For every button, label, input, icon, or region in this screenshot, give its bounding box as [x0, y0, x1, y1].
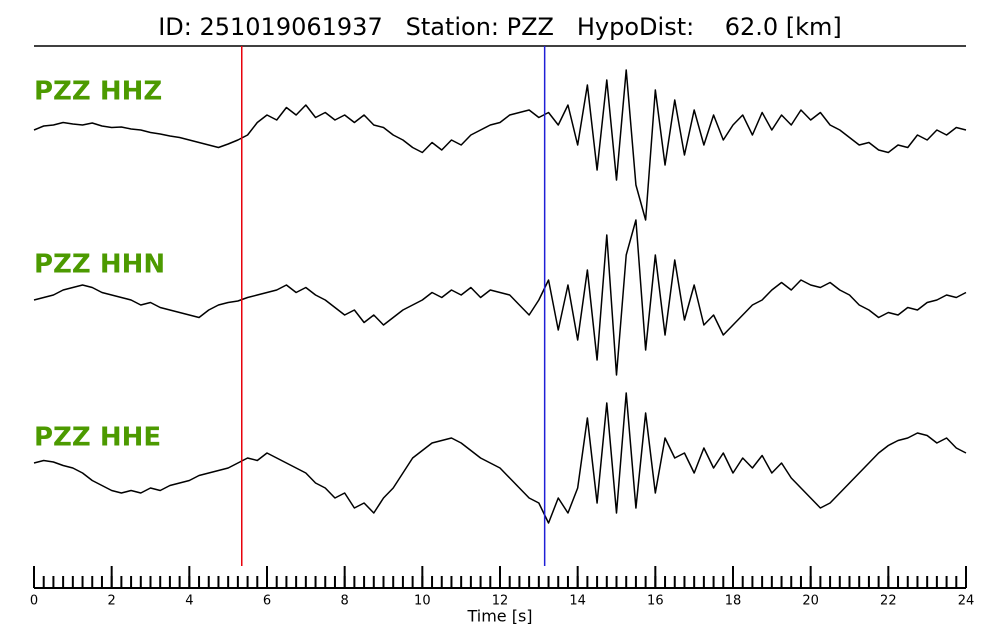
trace: [33, 219, 967, 376]
x-tick-label: 0: [30, 594, 38, 609]
trace-label: PZZ HHZ: [34, 77, 162, 107]
x-tick-label: 22: [880, 594, 897, 609]
chart-title: ID: 251019061937 Station: PZZ HypoDist: …: [158, 13, 842, 41]
x-tick-label: 10: [414, 594, 431, 609]
x-tick-label: 4: [185, 594, 193, 609]
x-tick-label: 24: [958, 594, 975, 609]
x-tick-label: 14: [569, 594, 586, 609]
trace: [33, 392, 967, 524]
x-tick-label: 12: [492, 594, 509, 609]
x-tick-label: 6: [263, 594, 271, 609]
x-axis-label: Time [s]: [466, 607, 532, 626]
x-tick-label: 2: [108, 594, 116, 609]
trace-label: PZZ HHN: [34, 250, 165, 280]
x-tick-label: 18: [725, 594, 742, 609]
x-tick-label: 16: [647, 594, 664, 609]
trace: [33, 69, 967, 221]
x-tick-label: 20: [802, 594, 819, 609]
x-tick-label: 8: [341, 594, 349, 609]
trace-label: PZZ HHE: [34, 423, 161, 453]
